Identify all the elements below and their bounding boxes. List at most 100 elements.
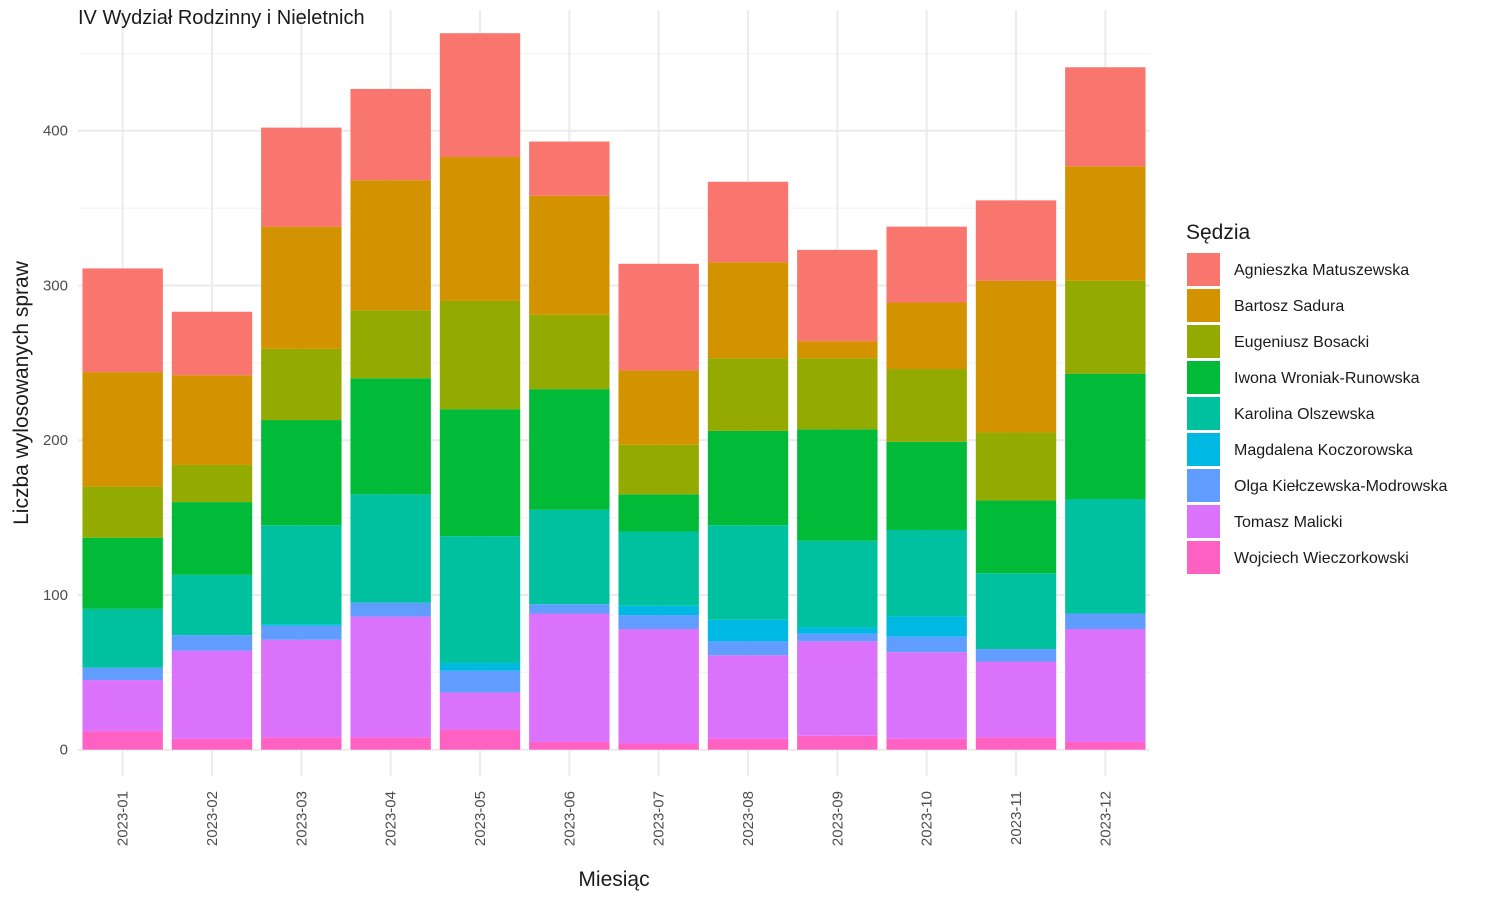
bar-segment [797,358,878,430]
bar-segment [618,615,699,629]
bar-segment [261,226,342,349]
legend-swatch [1187,253,1220,286]
legend-swatch [1187,325,1220,358]
legend-swatch [1187,541,1220,574]
bar-segment [171,375,253,465]
legend-label: Magdalena Koczorowska [1234,442,1413,459]
chart-title: IV Wydział Rodzinny i Nieletnich [78,7,365,29]
legend-label: Wojciech Wieczorkowski [1234,550,1409,567]
bar-segment [886,226,967,303]
x-tick-label: 2023-10 [919,791,936,846]
bar-segment [618,263,699,371]
legend-swatch [1187,505,1220,538]
x-tick-label: 2023-02 [204,791,221,846]
bar-segment [439,300,521,410]
bar-segment [261,127,342,227]
legend-swatch [1187,433,1220,466]
bar-segment [618,743,699,750]
legend-swatch [1187,361,1220,394]
bar-segment [439,729,521,750]
bar-segment [618,605,699,616]
x-tick-label: 2023-11 [1008,791,1025,845]
bar-segment [618,494,699,532]
bar-segment [618,444,699,495]
bar-segment [439,536,521,664]
bar-segment [707,430,789,526]
y-tick-label: 200 [43,432,68,449]
bar-segment [261,525,342,625]
x-tick-label: 2023-05 [472,791,489,846]
bar-segment [797,633,878,642]
x-tick-label: 2023-08 [740,791,757,846]
bar-segment [707,262,789,359]
bar-segment [529,741,610,750]
bar-segment [350,616,431,738]
bar-segment [975,661,1057,738]
bar-segment [82,537,163,609]
bar-segment [886,369,967,442]
bar-segment [618,628,699,744]
bar-segment [1065,741,1146,750]
bar-segment [707,641,789,656]
x-tick-label: 2023-06 [561,791,578,846]
bar-segment [707,738,789,750]
bar-segment [529,141,610,196]
bar-segment [975,737,1057,750]
bar-segment [261,348,342,421]
bar-segment [886,616,967,637]
legend-swatch [1187,397,1220,430]
bar-segment [261,624,342,626]
bar-segment [529,389,610,510]
bar-segment [82,608,163,668]
bar-segment [975,280,1057,433]
legend-label: Olga Kiełczewska-Modrowska [1234,478,1448,495]
bar-segment [797,429,878,541]
bar-segment [797,249,878,342]
bar-segment [261,737,342,750]
bar-segment [797,641,878,736]
bar-segment [975,573,1057,650]
bar-segment [82,731,163,750]
bar-segment [82,680,163,732]
legend-label: Agnieszka Matuszewska [1234,262,1409,279]
bar-segment [261,639,342,738]
x-tick-label: 2023-09 [829,791,846,846]
bar-segment [261,420,342,526]
bar-segment [350,494,431,603]
bar-segment [1065,613,1146,629]
bar-segment [439,33,521,158]
bar-segment [529,604,610,614]
bar-segment [797,627,878,634]
bar-segment [529,195,610,315]
bar-segment [618,531,699,606]
bar-segment [1065,373,1146,500]
bar-segment [350,737,431,750]
y-tick-label: 300 [43,277,68,294]
bar-segment [261,625,342,640]
bar-segment [797,540,878,628]
x-tick-label: 2023-03 [293,791,310,846]
legend-label: Eugeniusz Bosacki [1234,334,1369,351]
bar-segment [797,341,878,359]
bar-segment [439,692,521,730]
bar-segment [1065,628,1146,742]
legend-swatch [1187,469,1220,502]
legend-label: Tomasz Malicki [1234,514,1342,531]
bar-segment [171,738,253,750]
bar-segment [171,502,253,575]
bar-segment [886,302,967,370]
bar-segment [707,181,789,263]
y-tick-label: 100 [43,587,68,604]
bar-segment [797,735,878,750]
y-axis-title: Liczba wylosowanych spraw [10,260,33,525]
bar-segment [350,88,431,181]
x-tick-label: 2023-04 [383,791,400,846]
bar-segment [975,200,1057,281]
bar-segment [975,432,1057,501]
bar-segment [975,500,1057,574]
y-tick-label: 400 [43,123,68,140]
bar-segment [171,464,253,503]
bar-segment [82,372,163,487]
legend-title: Sędzia [1186,221,1251,244]
